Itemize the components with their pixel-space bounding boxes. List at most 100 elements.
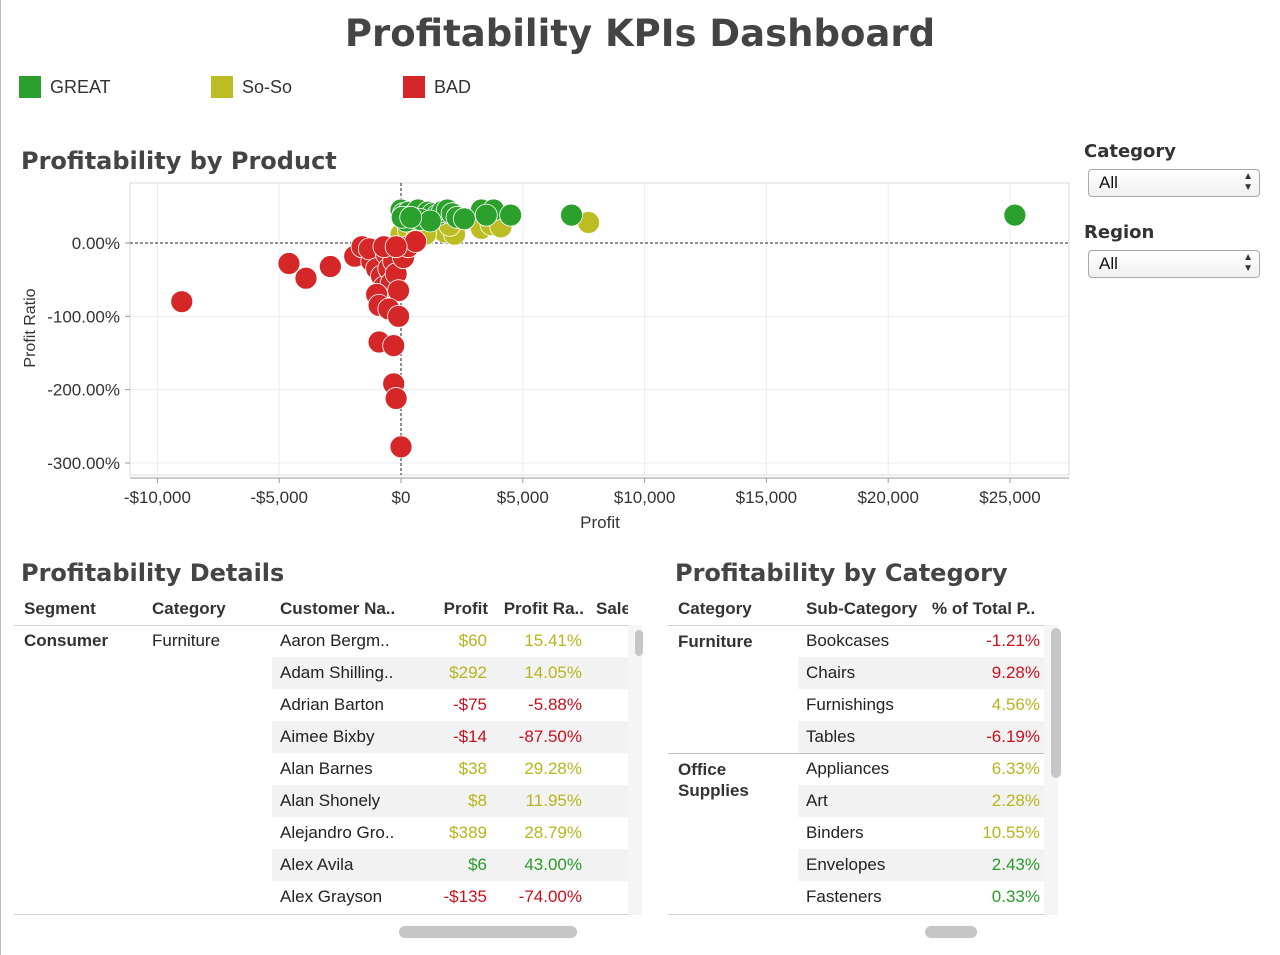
category-header-divider <box>668 625 1044 626</box>
category-group-divider <box>668 753 1044 754</box>
details-customer-cell[interactable]: Alan Shonely <box>280 791 381 810</box>
details-column-header[interactable]: Profit <box>443 599 488 618</box>
scatter-point-bad[interactable] <box>384 235 408 259</box>
x-tick-label: $15,000 <box>736 488 797 507</box>
details-column-header[interactable]: Segment <box>24 599 96 618</box>
category-subcategory-cell[interactable]: Fasteners <box>806 887 882 906</box>
details-customer-cell[interactable]: Alex Grayson <box>280 887 383 906</box>
category-subcategory-cell[interactable]: Furnishings <box>806 695 894 714</box>
scatter-points[interactable] <box>170 198 1027 459</box>
category-row-stripe <box>798 657 1044 689</box>
legend-item-soso[interactable]: So-So <box>211 76 292 98</box>
category-filter-select[interactable]: All ▲ ▼ <box>1088 169 1260 197</box>
details-column-header[interactable]: Customer Na.. <box>280 599 396 618</box>
category-column-header[interactable]: Sub-Category <box>806 599 918 618</box>
category-percent-cell: 2.43% <box>991 855 1040 874</box>
details-customer-cell[interactable]: Alex Avila <box>280 855 354 874</box>
details-vertical-scrollbar[interactable] <box>628 625 643 915</box>
details-row-stripe <box>272 849 628 881</box>
details-ratio-cell: -5.88% <box>528 695 582 714</box>
details-ratio-cell: 15.41% <box>524 631 582 650</box>
details-customer-cell[interactable]: Aimee Bixby <box>280 727 375 746</box>
details-customer-cell[interactable]: Aaron Bergm.. <box>280 631 390 650</box>
scatter-point-great[interactable] <box>474 203 498 227</box>
category-row-stripe <box>798 849 1044 881</box>
category-percent-cell: -6.19% <box>986 727 1040 746</box>
x-tick-label: $10,000 <box>614 488 675 507</box>
category-subcategory-cell[interactable]: Bookcases <box>806 631 890 650</box>
scatter-point-great[interactable] <box>499 203 523 227</box>
x-tick-label: $20,000 <box>857 488 918 507</box>
dashboard-title: Profitability KPIs Dashboard <box>344 12 936 55</box>
scatter-point-bad[interactable] <box>384 387 408 410</box>
details-column-header[interactable]: Sale <box>596 599 628 618</box>
category-subcategory-cell[interactable]: Envelopes <box>806 855 886 874</box>
details-row-stripe <box>272 721 628 753</box>
scatter-point-bad[interactable] <box>382 334 406 358</box>
details-customer-cell[interactable]: Adrian Barton <box>280 695 384 714</box>
legend-label-great: GREAT <box>50 76 111 97</box>
category-subcategory-cell[interactable]: Binders <box>806 823 864 842</box>
legend-label-bad: BAD <box>434 76 472 97</box>
details-profit-cell: $6 <box>468 855 487 874</box>
details-customer-cell[interactable]: Alan Barnes <box>280 759 373 778</box>
legend-swatch-bad <box>403 76 425 98</box>
details-column-header[interactable]: Category <box>152 599 226 618</box>
details-column-header[interactable]: Profit Ra.. <box>503 599 584 618</box>
category-subcategory-cell[interactable]: Tables <box>806 727 856 746</box>
category-vscroll-thumb[interactable] <box>1051 628 1061 778</box>
scatter-point-bad[interactable] <box>389 435 413 459</box>
scatter-point-bad[interactable] <box>170 290 194 314</box>
legend-swatch-soso <box>211 76 233 98</box>
scatter-point-great[interactable] <box>560 203 583 227</box>
scatter-point-bad[interactable] <box>318 255 342 278</box>
details-ratio-cell: 11.95% <box>525 791 582 810</box>
scatter-point-bad[interactable] <box>387 279 410 303</box>
details-ratio-cell: 29.28% <box>524 759 582 778</box>
details-profit-cell: $38 <box>458 759 487 778</box>
category-horizontal-scrollbar[interactable] <box>925 926 977 938</box>
details-customer-cell[interactable]: Adam Shilling.. <box>280 663 394 682</box>
details-customer-cell[interactable]: Alejandro Gro.. <box>280 823 395 842</box>
category-filter-value: All <box>1099 173 1118 192</box>
details-ratio-cell: 28.79% <box>524 823 582 842</box>
details-bottom-divider <box>14 914 628 915</box>
scatter-point-bad[interactable] <box>294 266 318 290</box>
details-profit-cell: -$14 <box>452 727 487 746</box>
category-percent-cell: 4.56% <box>991 695 1040 714</box>
details-horizontal-scrollbar[interactable] <box>399 926 577 938</box>
details-profit-cell: $60 <box>458 631 487 650</box>
details-profit-cell: $8 <box>468 791 487 810</box>
x-tick-label: -$10,000 <box>124 488 191 507</box>
region-filter-select[interactable]: All ▲ ▼ <box>1088 250 1260 278</box>
y-tick-label: -200.00% <box>47 381 120 400</box>
category-subcategory-cell[interactable]: Art <box>806 791 828 810</box>
details-vscroll-thumb[interactable] <box>635 630 643 656</box>
category-percent-cell: 10.55% <box>982 823 1040 842</box>
details-profit-cell: -$75 <box>452 695 487 714</box>
scatter-point-great[interactable] <box>452 207 476 231</box>
legend-swatch-great <box>19 76 41 98</box>
x-tick-label: $0 <box>392 488 411 507</box>
legend-item-bad[interactable]: BAD <box>403 76 471 98</box>
scatter-point-bad[interactable] <box>277 252 301 275</box>
category-column-header[interactable]: Category <box>678 599 752 618</box>
scatter-chart[interactable]: 0.00%-100.00%-200.00%-300.00% -$10,000 -$… <box>0 175 1080 535</box>
scatter-point-great[interactable] <box>399 205 423 229</box>
scatter-point-bad[interactable] <box>404 230 428 253</box>
category-percent-cell: 2.28% <box>991 791 1040 810</box>
category-vertical-scrollbar[interactable] <box>1044 625 1061 915</box>
scatter-point-great[interactable] <box>418 209 442 233</box>
category-group-label: Office Supplies <box>678 760 749 800</box>
category-column-header[interactable]: % of Total P.. <box>932 599 1036 618</box>
category-percent-cell: 6.33% <box>991 759 1040 778</box>
legend-item-great[interactable]: GREAT <box>19 76 111 98</box>
category-subcategory-cell[interactable]: Chairs <box>806 663 856 682</box>
category-subcategory-cell[interactable]: Appliances <box>806 759 890 778</box>
y-tick-label: 0.00% <box>72 234 120 253</box>
details-header-divider <box>14 625 628 626</box>
region-filter-label: Region <box>1084 222 1155 243</box>
scatter-point-bad[interactable] <box>387 304 410 328</box>
x-tick-label: $5,000 <box>497 488 549 507</box>
scatter-point-great[interactable] <box>1003 203 1027 227</box>
